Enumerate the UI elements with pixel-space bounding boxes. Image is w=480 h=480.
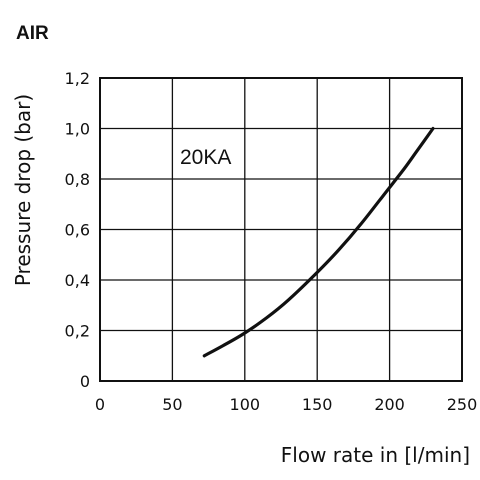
y-tick-label: 0,2 <box>65 322 90 341</box>
y-tick-label: 0,6 <box>65 221 90 240</box>
y-tick-label: 0 <box>80 372 90 391</box>
plot-frame <box>99 77 463 382</box>
grid <box>100 78 462 381</box>
y-axis-ticks: 0 0,2 0,4 0,6 0,8 1,0 1,2 <box>65 69 90 391</box>
y-tick-label: 0,8 <box>65 170 90 189</box>
chart-title: AIR <box>16 23 49 44</box>
x-tick-label: 150 <box>302 395 333 414</box>
x-tick-label: 250 <box>447 395 478 414</box>
y-tick-label: 1,0 <box>65 120 90 139</box>
x-tick-label: 200 <box>374 395 405 414</box>
x-tick-label: 50 <box>162 395 182 414</box>
x-axis-ticks: 0 50 100 150 200 250 <box>95 395 477 414</box>
series-line-20ka <box>202 126 435 358</box>
series-layer: 20KA <box>180 126 435 358</box>
x-axis-label: Flow rate in [l/min] <box>281 443 470 467</box>
y-tick-label: 1,2 <box>65 69 90 88</box>
series-label: 20KA <box>180 146 231 169</box>
y-tick-label: 0,4 <box>65 271 90 290</box>
x-tick-label: 0 <box>95 395 105 414</box>
y-axis-label: Pressure drop (bar) <box>11 94 35 286</box>
x-tick-label: 100 <box>230 395 261 414</box>
